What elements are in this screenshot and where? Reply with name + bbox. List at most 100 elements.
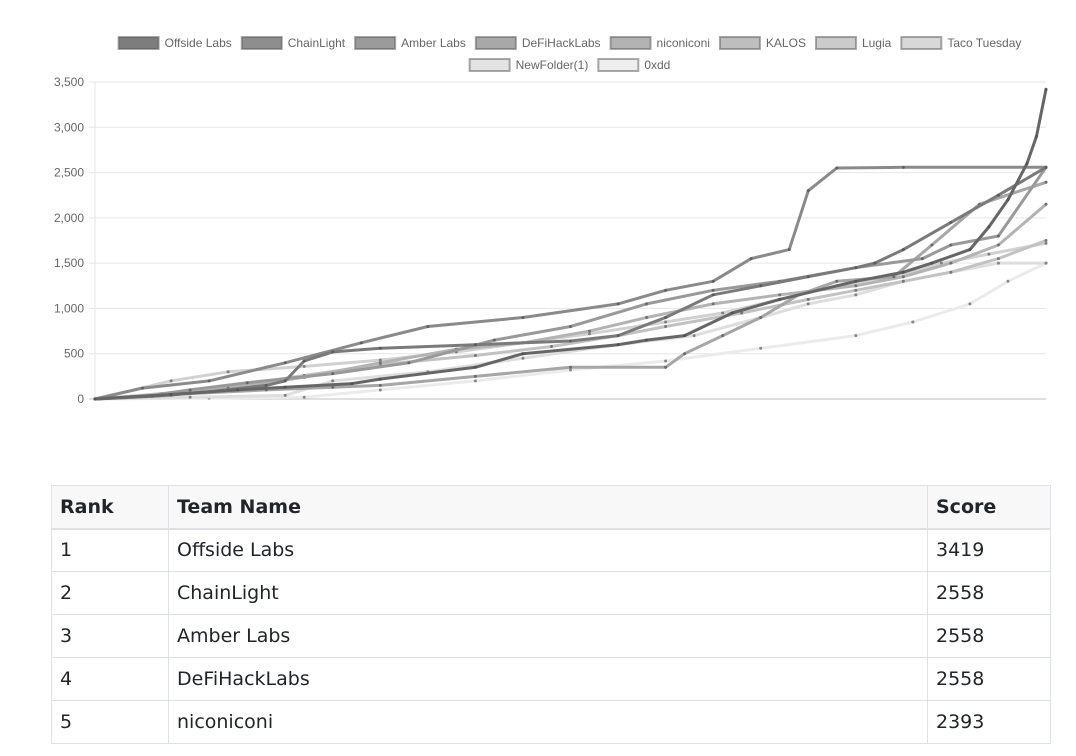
data-point (645, 315, 649, 319)
y-tick-label: 3,000 (54, 120, 84, 134)
data-point (892, 275, 896, 279)
scoreboard-table: Rank Team Name Score 1 Offside Labs 3419… (51, 485, 1051, 744)
legend-label: ChainLight (288, 36, 346, 50)
data-point (806, 302, 810, 306)
data-point (740, 311, 744, 315)
score-cell: 2558 (927, 657, 1051, 701)
legend-label: NewFolder(1) (516, 58, 589, 72)
data-point (996, 234, 1000, 238)
legend-label: 0xdd (644, 58, 670, 72)
legend-label: niconiconi (657, 36, 710, 50)
data-point (664, 359, 668, 363)
data-point (588, 332, 592, 336)
data-point (302, 359, 306, 363)
data-point (996, 243, 1000, 247)
legend-label: DeFiHackLabs (522, 36, 601, 50)
data-point (835, 279, 839, 283)
team-name-cell[interactable]: ChainLight (168, 571, 928, 615)
team-name-cell[interactable]: Offside Labs (168, 528, 928, 572)
rank-header[interactable]: Rank (51, 485, 169, 530)
data-point (569, 368, 572, 372)
legend-label: KALOS (766, 36, 806, 50)
data-point (283, 385, 287, 389)
data-point (378, 383, 382, 387)
y-tick-label: 2,500 (54, 166, 84, 180)
legend-swatch (354, 36, 397, 50)
data-point (778, 293, 782, 297)
data-point (283, 393, 287, 397)
data-point (331, 372, 335, 376)
data-point (949, 243, 953, 247)
data-point (378, 358, 382, 362)
legend-swatch (718, 36, 761, 50)
legend-swatch (597, 58, 640, 72)
data-point (378, 388, 382, 392)
data-point (664, 320, 668, 324)
data-point (473, 343, 477, 347)
data-point (141, 386, 145, 390)
data-point (939, 261, 943, 265)
score-chart-container: 0 500 1,000 1,500 2,000 2,500 3,000 3,500 Offsid… (54, 36, 1048, 406)
score-cell: 2558 (927, 614, 1051, 658)
table-header-row: Rank Team Name Score (51, 485, 1051, 530)
data-point (987, 225, 991, 229)
data-point (264, 383, 268, 387)
team-name-cell[interactable]: niconiconi (168, 700, 928, 744)
data-point (854, 288, 858, 292)
data-point (854, 334, 858, 338)
data-point (302, 395, 306, 399)
data-point (226, 370, 230, 374)
data-point (968, 248, 972, 252)
data-point (645, 302, 649, 306)
data-point (806, 297, 810, 301)
data-point (901, 248, 905, 252)
data-point (407, 361, 411, 365)
data-point (711, 302, 715, 306)
data-point (787, 248, 791, 252)
data-point (188, 395, 192, 399)
data-point (806, 275, 810, 279)
data-point (1006, 198, 1010, 202)
data-point (521, 356, 525, 360)
series-line (93, 261, 1048, 401)
data-point (711, 293, 715, 297)
data-point (169, 379, 173, 383)
data-point (930, 243, 934, 247)
data-point (996, 257, 1000, 261)
legend-label: Lugia (862, 36, 892, 50)
data-point (901, 165, 905, 169)
score-cell: 3419 (927, 528, 1051, 572)
data-point (730, 311, 734, 315)
data-point (692, 334, 696, 338)
data-point (549, 344, 553, 348)
data-point (1044, 180, 1048, 184)
score-header[interactable]: Score (927, 485, 1051, 530)
data-point (236, 388, 240, 392)
series-line (93, 241, 1048, 401)
data-point (616, 343, 620, 347)
data-point (1044, 239, 1048, 242)
score-cell: 2558 (927, 571, 1051, 615)
y-tick-label: 500 (64, 347, 84, 361)
data-point (616, 334, 620, 338)
team-name-cell[interactable]: Amber Labs (168, 614, 928, 658)
legend-swatch (900, 36, 943, 50)
data-point (283, 379, 287, 383)
data-point (588, 329, 592, 333)
y-tick-label: 2,000 (54, 211, 84, 225)
series-line (93, 165, 1048, 401)
data-point (968, 302, 972, 306)
series-line (93, 165, 1048, 401)
data-point (521, 315, 525, 319)
data-point (901, 270, 905, 274)
data-point (1044, 165, 1048, 169)
data-point (245, 381, 249, 385)
data-point (1044, 261, 1048, 265)
data-point (911, 320, 915, 324)
series-line (93, 202, 1048, 401)
data-point (920, 257, 924, 261)
team-name-cell[interactable]: DeFiHackLabs (168, 657, 928, 701)
team-name-header[interactable]: Team Name (168, 485, 928, 530)
data-point (616, 302, 620, 306)
data-point (759, 284, 763, 288)
